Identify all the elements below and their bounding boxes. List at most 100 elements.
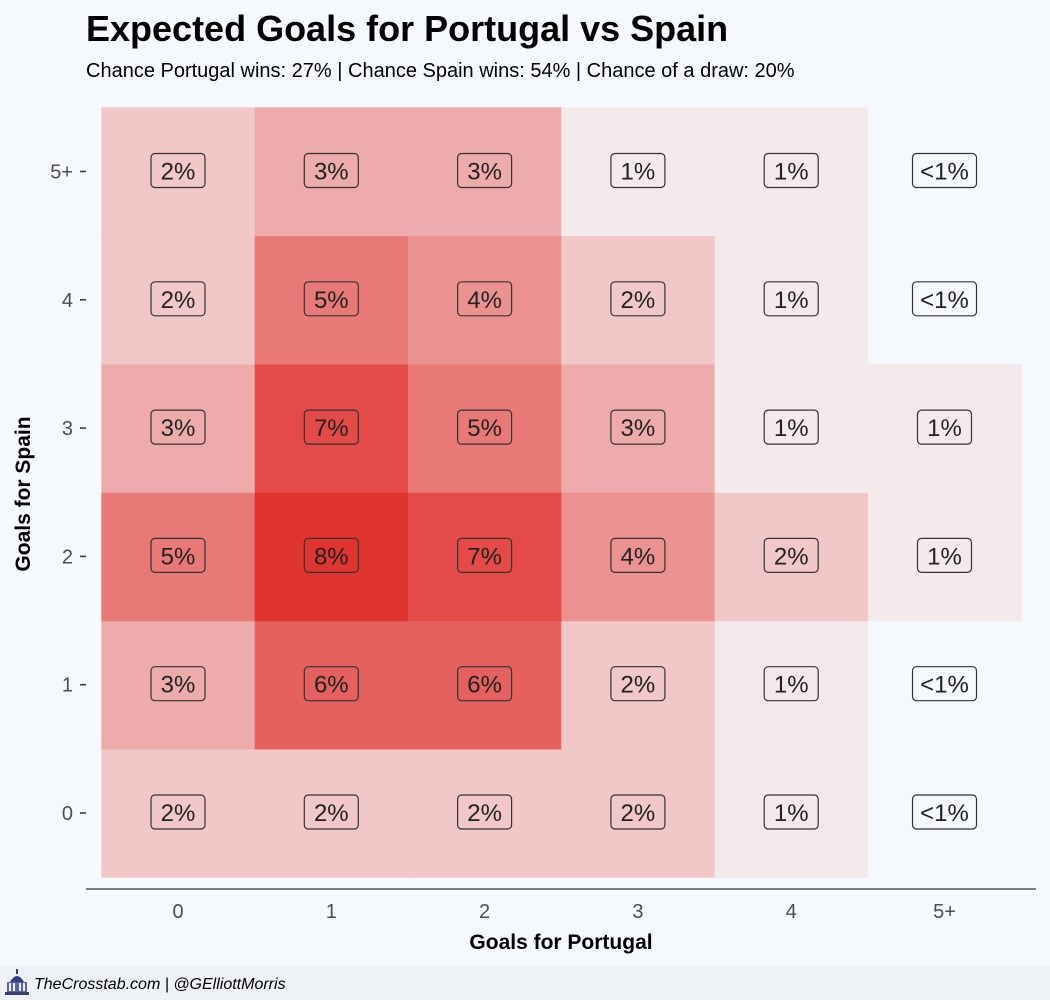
heatmap-cell-5+-2 — [867, 492, 1022, 622]
cell-label: 1% — [774, 287, 809, 314]
cell-labels: 2% 2% 2% 2% 1% <1% 3% 6% 6% 2% 1% <1% 5% 8% 7% 4% 2% 1% 3%… — [150, 152, 978, 830]
cell-label-box — [911, 666, 978, 702]
axes: 0 1 2 3 4 5+ 0 1 2 3 4 5+ Goals for Portugal Goals fo… — [12, 162, 1036, 954]
y-tick-label: 1 — [62, 675, 73, 697]
cell-label-box — [457, 281, 513, 317]
cell-label: 2% — [161, 287, 196, 314]
cell-label: 2% — [314, 800, 349, 827]
cell-label: 2% — [161, 800, 196, 827]
cell-label-box — [150, 537, 206, 574]
cell-label-box — [303, 666, 359, 702]
cell-label-box — [911, 152, 978, 189]
cell-label: <1% — [920, 159, 969, 186]
heatmap-cell-3-4 — [561, 235, 716, 365]
cell-label: <1% — [920, 800, 969, 827]
cell-label: 2% — [161, 159, 196, 186]
chart-title: Expected Goals for Portugal vs Spain — [86, 8, 729, 49]
heatmap-cell-0-3 — [101, 363, 256, 493]
cell-label-box — [457, 794, 513, 830]
cell-label-box — [303, 281, 359, 317]
cell-label-box — [763, 666, 819, 702]
cell-label-box — [610, 281, 666, 317]
cell-label: 3% — [161, 672, 196, 699]
x-tick-label: 3 — [632, 901, 643, 923]
cell-label-box — [911, 794, 978, 830]
heatmap-cell-4-0 — [714, 748, 869, 878]
cell-label: 2% — [621, 800, 656, 827]
cell-label-box — [610, 666, 666, 702]
x-tick-label: 5+ — [933, 901, 956, 923]
cell-label: 1% — [927, 543, 962, 570]
heatmap-cell-4-5+ — [714, 107, 869, 237]
heatmap-cell-3-5+ — [561, 107, 716, 237]
cell-label-box — [150, 409, 206, 445]
cell-label: <1% — [920, 672, 969, 699]
cell-label: 2% — [467, 800, 502, 827]
heatmap-cell-2-4 — [408, 235, 562, 365]
cell-label-box — [763, 281, 819, 317]
heatmap-cell-1-3 — [254, 363, 409, 493]
heatmap-cell-2-1 — [408, 620, 562, 750]
cell-label-box — [303, 537, 359, 574]
heatmap-cell-1-0 — [254, 748, 409, 878]
heatmap-cell-0-4 — [101, 235, 256, 365]
heatmap-cell-4-4 — [714, 235, 869, 365]
cell-label: 4% — [467, 287, 502, 314]
cell-label-box — [763, 409, 819, 445]
heatmap-cell-2-2 — [408, 492, 562, 622]
cell-label: 1% — [621, 159, 656, 186]
cell-label-box — [150, 281, 206, 317]
cell-label: 3% — [621, 415, 656, 442]
x-tick-label: 0 — [172, 901, 183, 923]
cell-label-box — [150, 666, 206, 702]
cell-label: 6% — [467, 672, 502, 699]
cell-label-box — [911, 281, 978, 317]
cell-label: 5% — [161, 543, 196, 570]
x-tick-label: 4 — [786, 901, 797, 923]
x-tick-label: 1 — [326, 901, 337, 923]
cell-label: <1% — [920, 287, 969, 314]
y-tick-label: 3 — [62, 418, 73, 440]
heatmap-cell-0-2 — [101, 492, 256, 622]
cell-label: 1% — [774, 672, 809, 699]
heatmap-cell-1-2 — [254, 492, 409, 622]
cell-label-box — [610, 152, 666, 189]
heatmap-cell-4-1 — [714, 620, 869, 750]
heatmap-cell-1-4 — [254, 235, 409, 365]
cell-label-box — [457, 152, 513, 189]
cell-label-box — [916, 409, 973, 445]
cell-label-box — [303, 152, 359, 189]
heatmap-cell-3-2 — [561, 492, 716, 622]
footer-bar — [0, 966, 1050, 1000]
heatmap-cell-5+-3 — [867, 363, 1022, 493]
cell-label-box — [610, 794, 666, 830]
cell-label-box — [916, 537, 973, 574]
footer-credit: TheCrosstab.com | @GElliottMorris — [34, 976, 286, 993]
cell-label: 5% — [467, 415, 502, 442]
cell-label-box — [303, 794, 359, 830]
heatmap-chart: 2% 2% 2% 2% 1% <1% 3% 6% 6% 2% 1% <1% 5% 8% 7% 4% 2% 1% 3%… — [12, 107, 1036, 954]
cell-label: 1% — [774, 415, 809, 442]
cell-label-box — [763, 794, 819, 830]
cell-label-box — [150, 794, 206, 830]
cell-label: 8% — [314, 543, 349, 570]
cell-label-box — [763, 152, 819, 189]
x-tick-label: 2 — [479, 901, 490, 923]
cell-label: 1% — [927, 415, 962, 442]
heatmap-cell-2-3 — [408, 363, 562, 493]
heatmap-cell-0-0 — [101, 748, 256, 878]
heatmap-cell-2-5+ — [408, 107, 562, 237]
cell-label-box — [303, 409, 359, 445]
cell-label: 4% — [621, 543, 656, 570]
heatmap-cells — [101, 107, 1022, 878]
cell-label-box — [610, 537, 666, 574]
y-tick-label: 0 — [62, 803, 73, 825]
heatmap-cell-4-2 — [714, 492, 869, 622]
heatmap-cell-0-1 — [101, 620, 256, 750]
cell-label-box — [457, 537, 513, 574]
y-tick-label: 4 — [62, 290, 73, 312]
y-tick-label: 2 — [62, 546, 73, 568]
y-tick-label: 5+ — [50, 162, 73, 184]
cell-label: 2% — [774, 543, 809, 570]
chart-subtitle: Chance Portugal wins: 27% | Chance Spain… — [86, 60, 795, 82]
